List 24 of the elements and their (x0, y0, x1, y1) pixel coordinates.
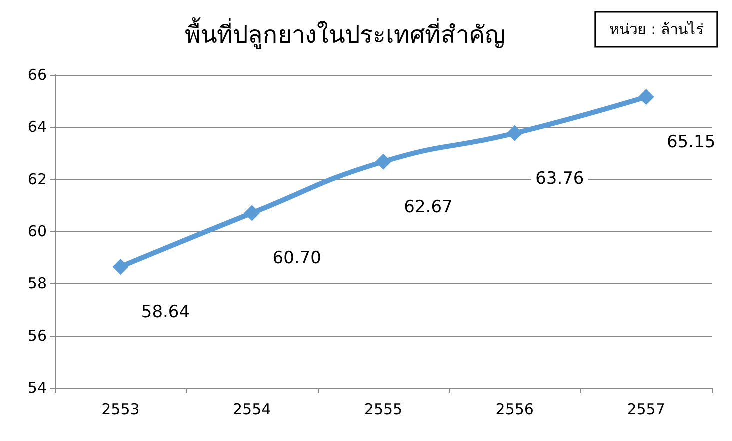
data-label: 63.76 (536, 168, 584, 189)
x-tick-label: 2557 (627, 400, 666, 418)
y-tick-label: 62 (28, 170, 47, 188)
data-label: 60.70 (272, 248, 322, 269)
y-tick-label: 56 (28, 326, 47, 345)
chart-title: พื้นที่ปลูกยางในประเทศที่สำคัญ (185, 17, 505, 50)
point (638, 89, 654, 106)
x-tick-label: 2556 (496, 400, 534, 418)
data-label: 62.67 (404, 197, 453, 218)
point (112, 258, 129, 275)
point (376, 154, 392, 170)
point (506, 125, 523, 142)
text: หน่วย : ล้านไร่ (609, 20, 704, 38)
x-tick-label: 2553 (102, 400, 140, 418)
point (244, 205, 260, 222)
x-tick-label: 2555 (364, 400, 403, 418)
data-label: 65.15 (666, 132, 716, 153)
y-tick-label: 54 (28, 379, 47, 397)
x-tick-label: 2554 (233, 400, 272, 418)
data-label: 58.64 (141, 302, 190, 322)
y-tick-label: 58 (28, 274, 47, 293)
y-tick-label: 60 (28, 222, 47, 240)
y-tick-label: 64 (28, 118, 47, 136)
y-tick-label: 66 (28, 66, 47, 84)
